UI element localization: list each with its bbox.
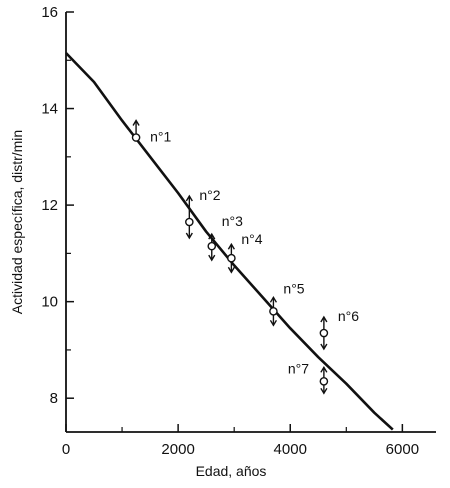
arrow-up-icon — [269, 295, 278, 303]
arrow-down-icon — [320, 343, 328, 351]
point-label: n°3 — [222, 213, 243, 229]
data-point: n°7 — [288, 360, 329, 395]
x-tick-label: 2000 — [161, 441, 194, 458]
arrow-up-icon — [185, 194, 193, 202]
point-marker — [319, 328, 329, 338]
point-marker — [269, 307, 278, 316]
point-label: n°5 — [283, 280, 304, 296]
axes — [65, 12, 436, 433]
y-tick-label: 12 — [41, 197, 58, 214]
x-axis-title: Edad, años — [196, 463, 267, 479]
data-point: n°1 — [131, 119, 171, 145]
data-point: n°6 — [319, 308, 359, 351]
point-marker — [131, 133, 141, 142]
arrow-down-icon — [208, 254, 216, 262]
point-label: n°6 — [338, 308, 359, 324]
x-tick-label: 6000 — [386, 441, 419, 458]
data-point: n°5 — [269, 280, 305, 327]
data-point: n°4 — [227, 231, 263, 274]
arrow-up-icon — [227, 242, 235, 250]
arrow-down-icon — [269, 319, 278, 327]
data-point: n°2 — [185, 187, 221, 240]
fit-curve — [65, 52, 394, 431]
arrow-up-icon — [132, 119, 140, 126]
y-tick-label: 16 — [41, 4, 58, 21]
data-point: n°3 — [207, 213, 243, 262]
tick-marks — [65, 11, 404, 432]
y-tick-label: 14 — [41, 101, 58, 118]
y-tick-label: 8 — [50, 390, 58, 407]
tick-labels: 0 2000 4000 6000 8 10 12 14 16 — [41, 4, 419, 458]
y-axis-title: Actividad específica, distr/min — [9, 130, 25, 314]
arrow-down-icon — [227, 266, 235, 274]
x-tick-label: 4000 — [274, 441, 307, 458]
point-marker — [185, 217, 194, 227]
arrow-up-icon — [320, 315, 328, 323]
point-marker — [227, 253, 236, 263]
series — [65, 52, 394, 431]
data-points: n°1 n°2n°3 n°4 n°5 n°6 n°7 — [131, 119, 359, 395]
point-label: n°4 — [241, 231, 262, 247]
arrow-down-icon — [185, 232, 193, 240]
arrow-up-icon — [320, 365, 328, 373]
point-label: n°2 — [199, 187, 220, 203]
arrow-up-icon — [208, 232, 216, 240]
point-label: n°1 — [150, 129, 171, 145]
arrow-down-icon — [320, 387, 328, 395]
point-label: n°7 — [288, 360, 309, 376]
point-marker — [207, 241, 217, 251]
y-tick-label: 10 — [41, 294, 58, 311]
point-marker — [319, 377, 329, 386]
x-tick-label: 0 — [62, 441, 70, 458]
